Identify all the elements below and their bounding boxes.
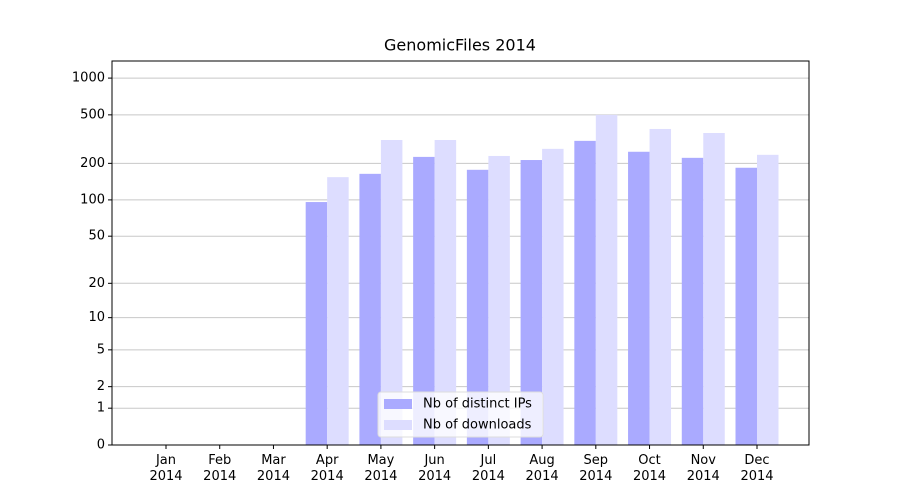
bar	[359, 173, 381, 445]
y-tick-label: 100	[80, 192, 105, 207]
bar	[434, 140, 457, 446]
y-tick-label: 0	[97, 438, 105, 453]
y-tick-label: 5	[97, 342, 105, 357]
bar	[735, 167, 757, 446]
bar	[703, 132, 725, 445]
x-tick-label: Dec 2014	[740, 453, 774, 484]
bar	[542, 148, 564, 445]
legend: Nb of distinct IPs Nb of downloads	[377, 391, 544, 438]
bar	[380, 140, 403, 446]
y-tick-label: 10	[88, 310, 105, 325]
y-tick-label: 1	[97, 401, 105, 416]
legend-label: Nb of downloads	[423, 418, 532, 433]
y-tick-label: 2	[97, 379, 105, 394]
bar	[413, 156, 435, 445]
bar	[305, 202, 328, 445]
legend-label: Nb of distinct IPs	[423, 397, 532, 412]
x-tick-label: Jan 2014	[149, 453, 183, 484]
x-tick-label: Mar 2014	[256, 453, 290, 484]
bar	[649, 128, 672, 446]
x-tick-label: Nov 2014	[686, 453, 720, 484]
x-tick-label: Oct 2014	[632, 453, 667, 484]
y-tick-label: 500	[80, 107, 105, 122]
y-tick-label: 20	[88, 276, 105, 291]
bar	[327, 177, 349, 445]
x-tick-label: Sep 2014	[579, 453, 613, 484]
bar	[757, 154, 779, 445]
x-tick-label: Jul 2014	[471, 453, 505, 484]
y-tick-label: 200	[80, 156, 105, 171]
x-tick-label: May 2014	[364, 453, 398, 484]
legend-swatch	[384, 399, 412, 409]
bar	[520, 160, 543, 446]
x-tick-label: Apr 2014	[310, 453, 344, 484]
bar	[681, 157, 704, 445]
bar	[595, 114, 618, 446]
plot-frame	[111, 60, 810, 446]
legend-box	[377, 391, 544, 438]
y-tick-label: 1000	[72, 71, 105, 86]
x-tick-label: Feb 2014	[203, 453, 237, 484]
legend-swatch	[384, 420, 412, 430]
x-tick-label: Jun 2014	[418, 453, 452, 484]
chart-title: GenomicFiles 2014	[384, 36, 536, 55]
bar	[488, 155, 510, 445]
bar	[466, 169, 489, 445]
bar	[628, 151, 650, 445]
y-tick-label: 50	[88, 229, 105, 244]
x-tick-label: Aug 2014	[525, 453, 559, 484]
bar	[574, 140, 596, 445]
